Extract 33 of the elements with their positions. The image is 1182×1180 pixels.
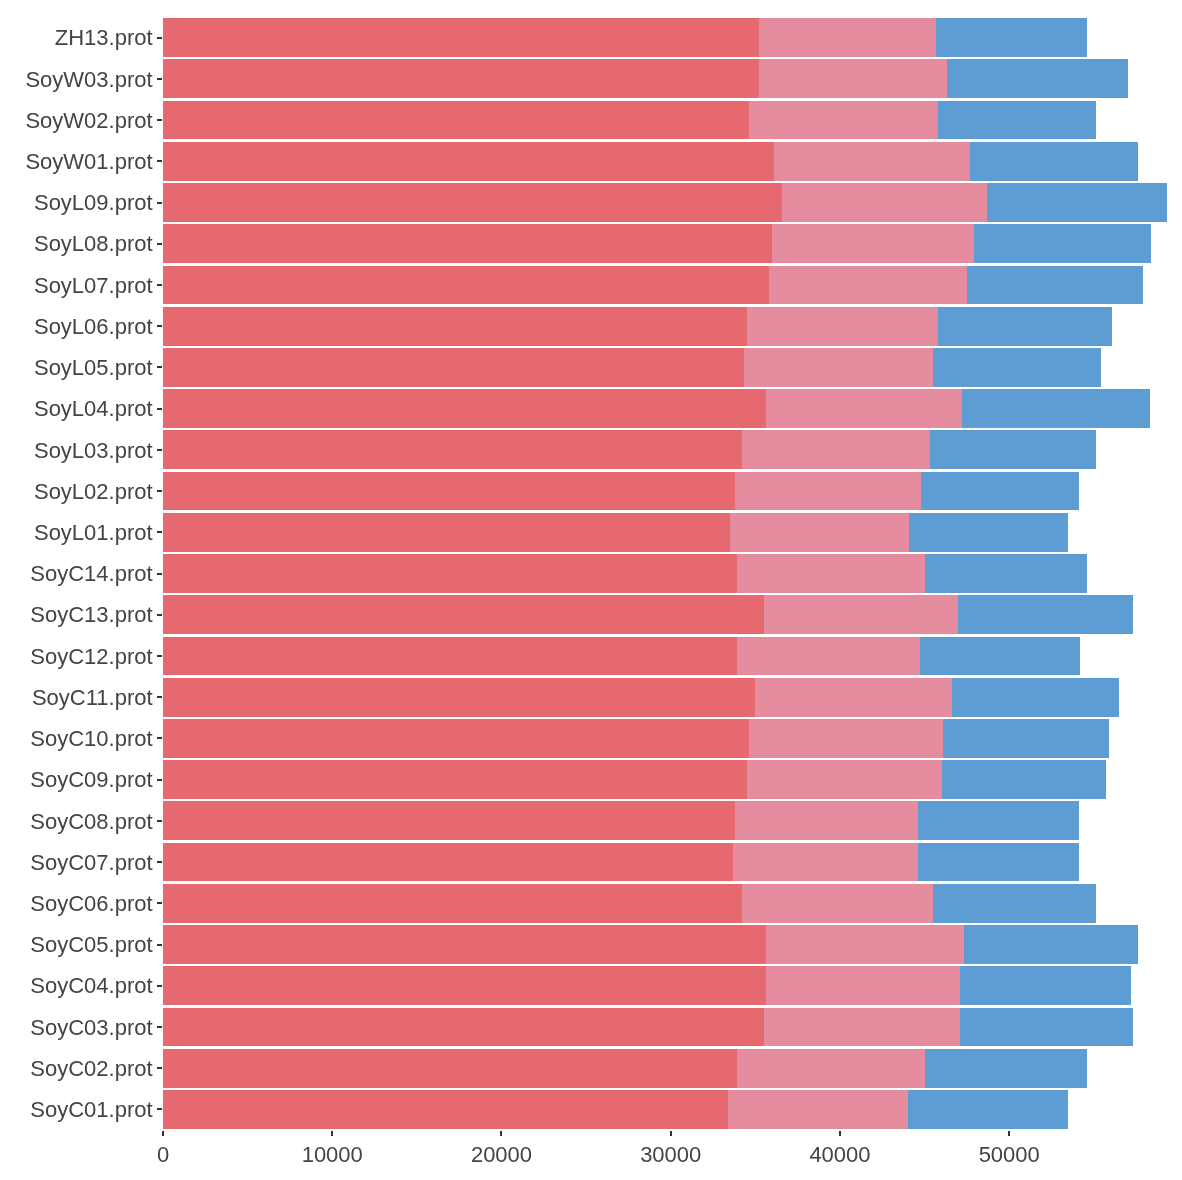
- y-tick-label: SoyC10.prot: [30, 726, 153, 752]
- x-tick-label: 0: [156, 1142, 170, 1168]
- y-tick-label: SoyC07.prot: [30, 849, 153, 875]
- x-tick-label: 10000: [301, 1142, 363, 1168]
- y-tick-label: SoyL04.prot: [33, 396, 153, 422]
- y-tick-label: SoyL03.prot: [33, 437, 153, 463]
- x-tick-label: 40000: [809, 1142, 871, 1168]
- y-tick-label: SoyC03.prot: [30, 1014, 153, 1040]
- y-tick-label: SoyL05.prot: [33, 355, 153, 381]
- y-tick-label: SoyL06.prot: [33, 313, 153, 339]
- y-tick-label: SoyC02.prot: [30, 1055, 153, 1081]
- y-tick-label: SoyC13.prot: [30, 602, 153, 628]
- y-tick-label: SoyL08.prot: [33, 231, 153, 257]
- y-tick-label: SoyC09.prot: [30, 767, 153, 793]
- y-tick-label: SoyL09.prot: [33, 190, 153, 216]
- y-tick-label: SoyL01.prot: [33, 519, 153, 545]
- x-tick-label: 50000: [978, 1142, 1040, 1168]
- y-tick-label: SoyL02.prot: [33, 478, 153, 504]
- y-tick-label: SoyL07.prot: [33, 272, 153, 298]
- y-tick-label: SoyC05.prot: [30, 932, 153, 958]
- y-tick-label: SoyC14.prot: [30, 561, 153, 587]
- y-tick-label: SoyC11.prot: [31, 684, 153, 710]
- y-tick-label: SoyC06.prot: [30, 890, 153, 916]
- y-tick-label: SoyW03.prot: [25, 66, 153, 92]
- y-tick-label: SoyC12.prot: [30, 643, 153, 669]
- x-tick-label: 30000: [640, 1142, 702, 1168]
- y-tick-label: ZH13.prot: [54, 25, 153, 51]
- y-tick-label: SoyC01.prot: [30, 1097, 153, 1123]
- y-tick-label: SoyW01.prot: [25, 148, 153, 174]
- y-tick-label: SoyC04.prot: [30, 973, 153, 999]
- y-tick-label: SoyC08.prot: [30, 808, 153, 834]
- x-tick-label: 20000: [470, 1142, 533, 1168]
- y-tick-label: SoyW02.prot: [25, 107, 153, 133]
